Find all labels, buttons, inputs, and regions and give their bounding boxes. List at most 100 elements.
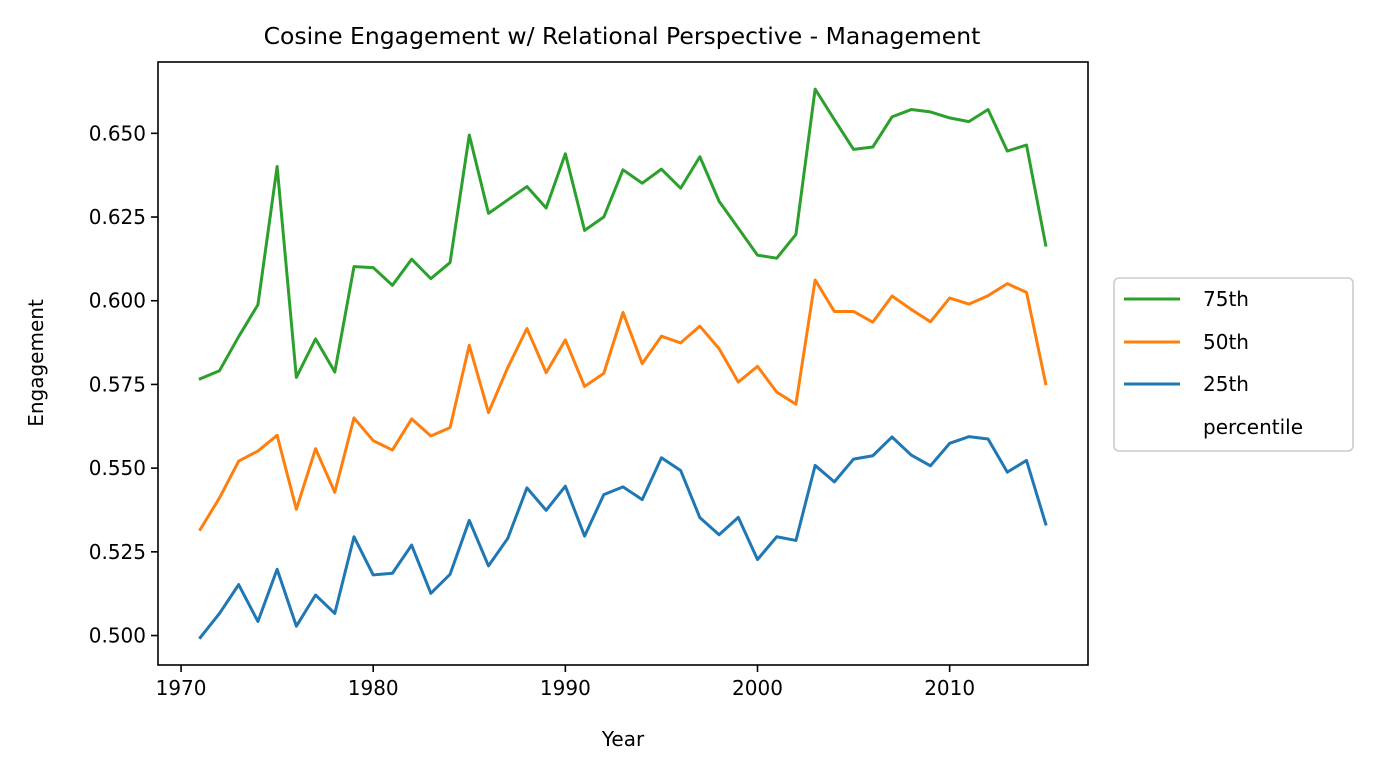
data-point-25th-2010 xyxy=(948,442,951,445)
data-point-50th-1999 xyxy=(737,380,740,384)
data-point-25th-1989 xyxy=(544,509,548,512)
data-point-75th-1988 xyxy=(525,185,529,188)
data-point-50th-2007 xyxy=(890,294,894,298)
data-point-25th-1979 xyxy=(352,535,356,538)
data-point-75th-2009 xyxy=(929,110,932,114)
data-point-75th-1977 xyxy=(314,337,317,341)
data-point-75th-1984 xyxy=(448,261,452,264)
chart-title: Cosine Engagement w/ Relational Perspect… xyxy=(264,22,981,50)
data-point-75th-1997 xyxy=(698,155,702,158)
data-point-50th-2002 xyxy=(794,402,798,406)
data-point-50th-1974 xyxy=(256,449,260,453)
data-point-75th-1976 xyxy=(295,376,298,379)
data-point-75th-1994 xyxy=(641,182,644,185)
data-point-25th-1984 xyxy=(448,573,452,576)
data-point-75th-2014 xyxy=(1025,143,1028,147)
data-point-75th-2003 xyxy=(813,87,817,91)
data-point-25th-2008 xyxy=(910,453,913,457)
data-point-50th-2001 xyxy=(775,390,778,394)
data-point-75th-2015 xyxy=(1044,243,1047,247)
data-point-25th-1986 xyxy=(487,564,490,568)
data-point-25th-1994 xyxy=(641,498,644,501)
data-point-75th-1972 xyxy=(218,369,221,372)
data-point-25th-2007 xyxy=(890,435,894,439)
x-tick-label: 1970 xyxy=(156,676,207,700)
data-point-50th-1996 xyxy=(679,341,682,345)
data-point-75th-1992 xyxy=(602,215,605,219)
data-point-25th-1992 xyxy=(602,493,605,496)
data-point-75th-2013 xyxy=(1006,149,1009,153)
data-point-25th-1988 xyxy=(525,486,529,490)
data-point-25th-1997 xyxy=(698,516,702,519)
data-point-50th-2008 xyxy=(910,308,913,311)
data-point-25th-2003 xyxy=(813,464,817,467)
data-point-75th-1974 xyxy=(256,303,260,306)
legend-label-25th: 25th xyxy=(1203,372,1249,396)
data-point-75th-1995 xyxy=(660,167,663,171)
data-point-50th-1998 xyxy=(717,347,721,350)
y-tick-label: 0.650 xyxy=(89,121,146,145)
data-point-75th-1979 xyxy=(352,265,356,268)
data-point-25th-2015 xyxy=(1044,522,1047,526)
plot-area-frame xyxy=(157,61,1089,666)
data-point-25th-1976 xyxy=(295,624,298,628)
data-point-25th-1993 xyxy=(621,485,625,489)
data-point-50th-2004 xyxy=(833,310,836,313)
y-tick-label: 0.500 xyxy=(89,624,146,648)
data-point-75th-2000 xyxy=(756,253,759,257)
y-tick-label: 0.550 xyxy=(89,456,146,480)
data-point-25th-1999 xyxy=(737,516,740,519)
data-point-25th-2009 xyxy=(929,464,932,467)
data-point-50th-1981 xyxy=(391,448,394,452)
data-point-75th-1990 xyxy=(564,152,567,155)
data-point-25th-1981 xyxy=(391,572,394,575)
legend: 75th 50th 25th percentile xyxy=(1113,277,1354,452)
data-point-75th-2007 xyxy=(890,115,894,119)
data-point-75th-1989 xyxy=(544,206,548,210)
data-point-75th-1975 xyxy=(275,165,279,168)
data-point-75th-1987 xyxy=(506,198,509,202)
data-point-50th-2010 xyxy=(948,296,951,300)
data-point-50th-2005 xyxy=(852,310,855,313)
legend-label-75th: 75th xyxy=(1203,287,1249,311)
data-point-25th-2001 xyxy=(775,535,778,538)
data-point-75th-1981 xyxy=(391,284,394,287)
data-point-25th-1987 xyxy=(506,537,509,540)
data-point-50th-1990 xyxy=(564,338,567,342)
data-point-50th-1988 xyxy=(525,327,529,330)
data-point-50th-1984 xyxy=(448,426,452,429)
data-point-25th-2005 xyxy=(852,457,855,461)
data-point-50th-1994 xyxy=(641,362,644,365)
data-point-75th-1991 xyxy=(583,229,586,232)
data-point-50th-1985 xyxy=(468,344,471,347)
data-point-50th-1993 xyxy=(621,311,625,314)
data-point-75th-2001 xyxy=(775,257,778,260)
data-point-50th-1989 xyxy=(544,371,548,374)
y-tick-label: 0.600 xyxy=(89,289,146,313)
data-point-50th-1976 xyxy=(295,508,298,511)
data-point-75th-1985 xyxy=(468,133,471,137)
data-point-25th-1977 xyxy=(314,593,317,597)
data-point-75th-2012 xyxy=(986,108,990,111)
data-point-75th-1998 xyxy=(717,200,721,203)
data-point-25th-1991 xyxy=(583,534,586,538)
data-point-75th-2008 xyxy=(910,108,913,111)
data-point-75th-2006 xyxy=(871,145,874,149)
data-point-75th-1983 xyxy=(429,277,433,280)
data-point-50th-1979 xyxy=(352,416,356,420)
data-point-50th-1992 xyxy=(602,372,605,375)
data-point-25th-2014 xyxy=(1025,459,1028,462)
data-point-50th-1995 xyxy=(660,335,663,338)
data-point-50th-2000 xyxy=(756,365,759,368)
data-point-75th-1996 xyxy=(679,187,682,190)
data-point-25th-2002 xyxy=(794,539,798,542)
data-point-50th-2013 xyxy=(1006,282,1009,285)
data-point-75th-2011 xyxy=(967,120,971,123)
data-point-50th-1982 xyxy=(410,417,413,421)
data-point-50th-2012 xyxy=(986,294,990,297)
data-point-75th-1971 xyxy=(199,377,202,380)
data-point-50th-1983 xyxy=(429,434,433,438)
data-point-50th-1978 xyxy=(333,491,336,494)
series-layer xyxy=(198,87,1048,640)
